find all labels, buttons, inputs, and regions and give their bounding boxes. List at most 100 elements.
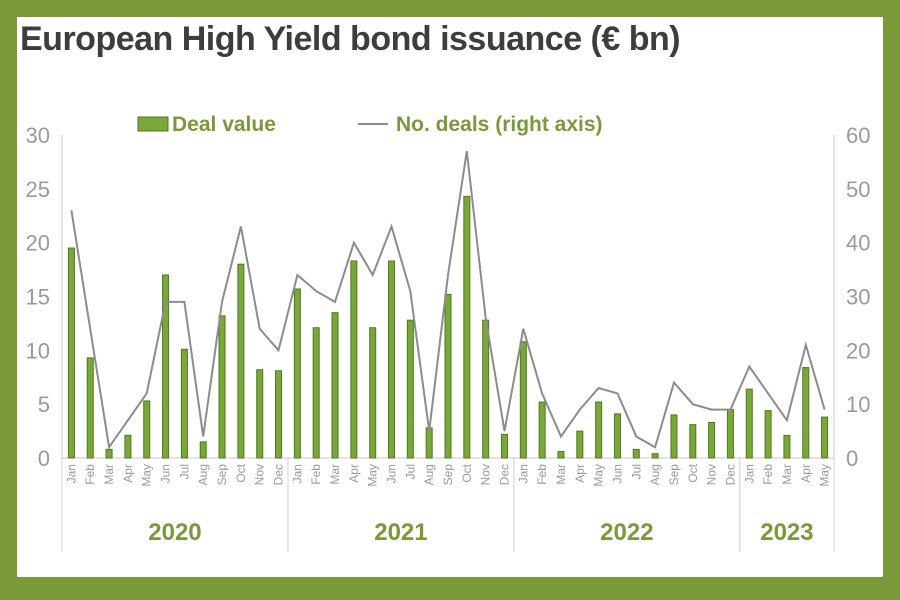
x-tick-label: Dec xyxy=(497,464,511,485)
y-right-tick-label: 10 xyxy=(846,392,870,417)
bar xyxy=(500,433,509,459)
x-tick-label: Feb xyxy=(83,464,97,485)
x-tick-label: Jan xyxy=(64,464,78,483)
year-label: 2020 xyxy=(148,519,201,546)
x-tick-label: May xyxy=(818,464,832,487)
bar xyxy=(764,410,772,459)
line-no-deals xyxy=(70,151,826,450)
x-tick-label: May xyxy=(366,464,380,487)
bar xyxy=(726,409,734,459)
x-tick-label: Jun xyxy=(610,464,624,483)
bar xyxy=(105,448,113,459)
x-tick-label: Mar xyxy=(328,464,342,485)
x-tick-label: Apr xyxy=(347,464,361,483)
x-tick-label: Mar xyxy=(780,464,794,485)
x-tick-label: Feb xyxy=(535,464,549,485)
x-tick-label: Sep xyxy=(215,464,229,486)
bar xyxy=(67,247,75,459)
y-left-tick-label: 25 xyxy=(26,177,50,202)
bar xyxy=(595,401,603,459)
x-tick-label: Feb xyxy=(309,464,323,485)
x-tick-label: Nov xyxy=(705,464,719,485)
bar xyxy=(689,424,697,459)
bar xyxy=(237,263,245,459)
x-axis-labels: Jan Feb Mar Apr May Jun Jul Aug Sep Oct Nov Dec Jan F… xyxy=(61,458,835,552)
bar xyxy=(425,427,433,459)
bar xyxy=(519,341,527,459)
y-right-tick-label: 30 xyxy=(846,285,870,310)
y-left-tick-label: 5 xyxy=(38,392,50,417)
y-right-tick-label: 0 xyxy=(846,446,858,471)
legend-label-deal-value: Deal value xyxy=(172,113,276,136)
x-tick-label: Aug xyxy=(422,464,436,485)
bar xyxy=(275,370,283,459)
x-tick-label: Jan xyxy=(742,464,756,483)
y-right-tick-label: 50 xyxy=(846,177,870,202)
x-tick-label: Jun xyxy=(385,464,399,483)
y-left-tick-label: 30 xyxy=(26,123,50,148)
bar xyxy=(162,274,170,459)
year-label: 2023 xyxy=(760,519,813,546)
bar xyxy=(293,288,301,459)
x-tick-label: Mar xyxy=(554,464,568,485)
legend-swatch-deal-value xyxy=(137,116,169,132)
x-tick-label: Sep xyxy=(441,464,455,486)
x-tick-label: Jul xyxy=(629,464,643,479)
x-tick-label: Jan xyxy=(290,464,304,483)
bar xyxy=(482,319,490,459)
bar xyxy=(387,260,396,459)
bar xyxy=(557,451,565,459)
x-tick-label: Nov xyxy=(253,464,267,485)
x-tick-label: Jun xyxy=(159,464,173,483)
x-tick-label: Dec xyxy=(272,464,286,485)
bar xyxy=(708,421,716,459)
bar xyxy=(143,400,151,459)
x-tick-label: Aug xyxy=(196,464,210,485)
y-left-tick-label: 20 xyxy=(26,231,50,256)
y-right-tick-label: 20 xyxy=(846,338,870,363)
bar xyxy=(369,327,377,459)
bar xyxy=(406,319,414,459)
bar xyxy=(576,430,584,459)
y-right-tick-label: 60 xyxy=(846,123,870,148)
x-tick-label: Jul xyxy=(177,464,191,479)
legend: Deal value No. deals (right axis) xyxy=(137,113,603,136)
bar xyxy=(86,357,94,459)
bar xyxy=(218,315,226,459)
x-tick-label: Dec xyxy=(723,464,737,485)
y-left-tick-label: 10 xyxy=(26,338,50,363)
bar xyxy=(538,401,546,459)
bar xyxy=(463,195,471,459)
x-tick-label: Oct xyxy=(686,463,700,482)
bar xyxy=(312,327,320,459)
x-tick-label: Apr xyxy=(121,464,135,483)
bar xyxy=(613,413,621,459)
bar xyxy=(199,441,207,459)
bar xyxy=(350,260,358,459)
x-tick-label: Jan xyxy=(516,464,530,483)
y-right-tick-label: 40 xyxy=(846,231,870,256)
bar xyxy=(670,414,678,459)
year-label: 2021 xyxy=(374,519,427,546)
bar xyxy=(783,434,791,459)
x-tick-label: Mar xyxy=(102,464,116,485)
year-label: 2022 xyxy=(600,519,653,546)
bar xyxy=(651,453,659,459)
bar xyxy=(745,388,753,459)
bar xyxy=(331,312,339,459)
bar xyxy=(802,367,810,459)
legend-label-no-deals: No. deals (right axis) xyxy=(396,113,603,136)
bar xyxy=(632,448,640,459)
bar xyxy=(180,348,188,459)
bar xyxy=(124,434,132,459)
y-left-tick-label: 15 xyxy=(26,285,50,310)
x-tick-label: Oct xyxy=(460,463,474,482)
x-tick-label: Sep xyxy=(667,464,681,486)
x-tick-label: Apr xyxy=(573,464,587,483)
x-tick-label: Apr xyxy=(799,464,813,483)
chart-title: European High Yield bond issuance (€ bn) xyxy=(20,20,681,58)
axes: 0 5 10 15 20 25 30 0 10 20 30 40 50 60 xyxy=(26,123,871,471)
bar xyxy=(256,369,264,459)
x-tick-label: May xyxy=(592,464,606,487)
x-tick-label: May xyxy=(140,464,154,487)
